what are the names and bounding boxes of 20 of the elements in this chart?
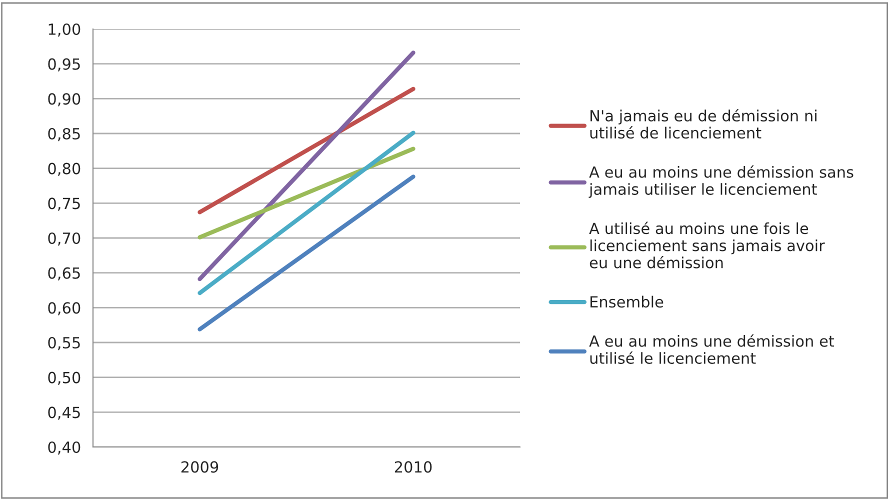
x-tick-label: 2010 (394, 461, 432, 473)
y-tick-label: 0,50 (48, 372, 80, 385)
legend-label: N'a jamais eu de démission ni utilisé de licenciement (590, 109, 816, 139)
y-tick-label: 0,40 (48, 441, 80, 455)
y-tick-label: 1,00 (48, 23, 80, 37)
y-tick-label: 0,70 (48, 232, 80, 246)
y-tick-label: 0,45 (48, 406, 80, 420)
legend-label: A utilisé au moins une fois le licenciement sans jamais avoir eu une démission (589, 222, 825, 268)
y-tick-label: 0,85 (48, 128, 80, 142)
y-tick-label: 0,65 (48, 267, 80, 280)
legend-label: A eu au moins une démission et utilisé le licenciement (589, 334, 834, 364)
y-tick-label: 0,55 (48, 336, 80, 350)
y-tick-label: 0,95 (48, 58, 80, 72)
y-tick-label: 0,75 (48, 198, 80, 211)
y-tick-label: 0,80 (48, 162, 80, 176)
legend-label: Ensemble (590, 296, 664, 308)
y-tick-label: 0,60 (48, 302, 80, 316)
y-tick-label: 0,90 (48, 93, 80, 106)
x-tick-label: 2009 (181, 461, 218, 473)
legend-label: A eu au moins une démission sans jamais utiliser le licenciement (588, 165, 854, 198)
